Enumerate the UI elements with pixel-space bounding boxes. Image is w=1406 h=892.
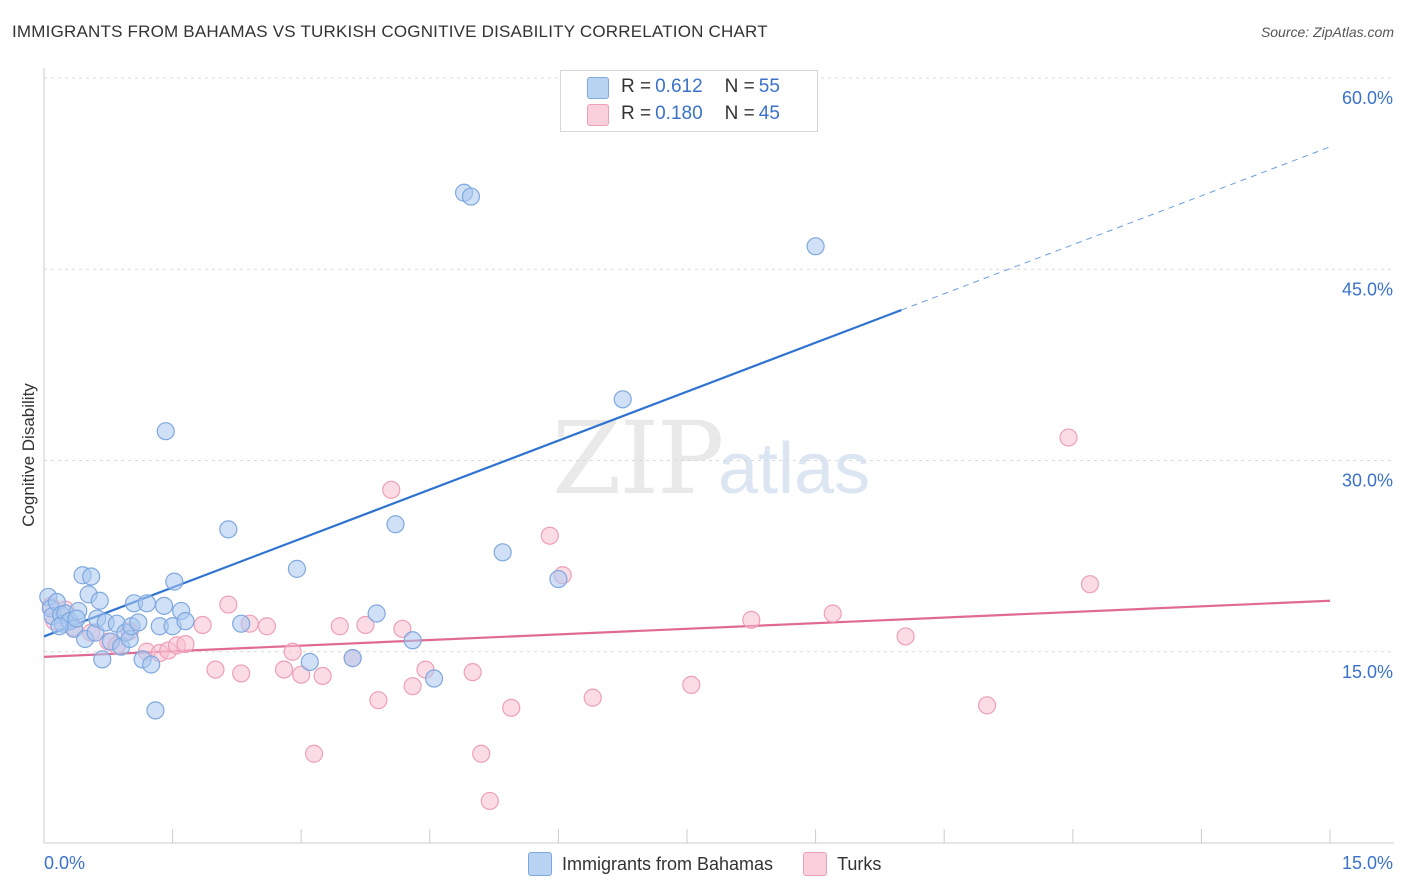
legend-swatch-bahamas: [528, 852, 552, 876]
bahamas-point: [386, 515, 405, 534]
turks-point: [257, 617, 277, 636]
bahamas-point: [156, 422, 175, 441]
bahamas-point: [287, 559, 307, 578]
legend-r-label: R =: [621, 103, 652, 124]
turks-point: [274, 660, 294, 679]
legend-row-turks: R = 0.180 N = 45: [621, 102, 780, 126]
bahamas-point: [219, 520, 238, 539]
y-axis-title: Cognitive Disability: [19, 383, 38, 527]
legend-item-turks[interactable]: Turks: [803, 852, 881, 876]
bahamas-point: [403, 631, 422, 650]
turks-point: [193, 615, 212, 635]
turks-point: [896, 627, 915, 646]
y-tick-label: 60.0%: [1342, 88, 1393, 108]
legend-r-label: R =: [621, 76, 652, 97]
bahamas-point: [232, 614, 251, 633]
bahamas-point: [806, 237, 825, 256]
bahamas-point: [142, 655, 161, 674]
legend-label-turks: Turks: [837, 853, 882, 874]
turks-point: [356, 615, 375, 635]
bahamas-point: [82, 567, 101, 586]
legend-n-label: N =: [724, 103, 755, 124]
turks-point: [480, 791, 499, 811]
turks-point: [540, 526, 559, 545]
bahamas-point: [165, 572, 184, 591]
x-tick-label: 15.0%: [1342, 853, 1393, 873]
legend-row-bahamas: R = 0.612 N = 55: [621, 75, 780, 99]
turks-point: [292, 665, 311, 684]
bahamas-point: [343, 649, 362, 668]
y-tick-label: 45.0%: [1342, 279, 1393, 299]
turks-point: [176, 634, 195, 654]
turks-point: [219, 595, 238, 614]
trend-lines: [43, 146, 1331, 658]
watermark-zip: ZIP: [552, 400, 724, 517]
axis-labels: 15.0% 30.0% 45.0% 60.0% 0.0% 15.0% Cognitive D…: [19, 88, 1393, 873]
legend-r-value: 0.180: [655, 103, 703, 124]
turks-point: [472, 744, 491, 763]
legend-n-value: 45: [758, 103, 780, 124]
turks-point: [502, 698, 521, 717]
turks-point: [1080, 575, 1100, 594]
turks-point: [330, 617, 349, 636]
axes: [43, 68, 1394, 844]
legend-n-label: N =: [724, 76, 755, 97]
bahamas-point: [50, 617, 69, 636]
bahamas-point: [129, 613, 148, 632]
legend-swatch-turks: [803, 852, 828, 876]
legend-label-bahamas: Immigrants from Bahamas: [562, 853, 774, 874]
y-tick-label: 30.0%: [1342, 471, 1393, 491]
legend-swatch-bahamas: [587, 77, 609, 99]
bahamas-point: [176, 612, 195, 631]
bahamas-point: [146, 701, 165, 720]
turks-point: [393, 619, 412, 638]
bahamas-trend-extension: [901, 146, 1331, 311]
turks-point: [463, 663, 482, 682]
stats-legend: R = 0.612 N = 55 R = 0.180 N = 45: [560, 70, 818, 132]
watermark-atlas: atlas: [718, 429, 871, 509]
turks-point: [304, 744, 324, 763]
bahamas-point: [90, 591, 109, 610]
turks-point: [206, 660, 225, 679]
bahamas-point: [424, 669, 444, 688]
turks-trend-line: [43, 599, 1331, 658]
bahamas-point: [154, 596, 174, 615]
turks-point: [742, 610, 761, 629]
turks-point: [283, 642, 302, 661]
turks-point: [369, 691, 388, 710]
bahamas-point: [93, 650, 112, 669]
bahamas-point: [300, 652, 319, 672]
legend-item-bahamas[interactable]: Immigrants from Bahamas: [528, 852, 773, 876]
chart-title: IMMIGRANTS FROM BAHAMAS VS TURKISH COGNI…: [12, 22, 768, 41]
turks-point: [583, 688, 602, 707]
x-tick-label: 0.0%: [44, 853, 85, 873]
turks-point: [1059, 428, 1078, 447]
bahamas-point: [613, 390, 632, 409]
y-tick-label: 15.0%: [1342, 662, 1393, 682]
bahamas-trend-line: [43, 309, 902, 638]
bahamas-point: [137, 594, 156, 613]
bahamas-point: [461, 187, 481, 206]
turks-point: [977, 696, 997, 715]
turks-point: [232, 664, 251, 683]
legend-n-value: 55: [758, 76, 780, 97]
series-legend: Immigrants from Bahamas Turks: [528, 852, 911, 876]
data-points: [39, 183, 1100, 811]
turks-point: [403, 677, 422, 696]
turks-point: [382, 480, 401, 499]
bahamas-point: [549, 569, 568, 589]
bahamas-point: [493, 543, 512, 562]
legend-r-value: 0.612: [655, 76, 703, 97]
bahamas-point: [67, 609, 86, 628]
turks-point: [313, 666, 332, 686]
legend-swatch-turks: [587, 104, 609, 126]
turks-point: [682, 675, 701, 695]
gridlines: [44, 77, 1394, 653]
turks-point: [823, 604, 842, 623]
bahamas-point: [367, 604, 386, 623]
source-label: Source: ZipAtlas.com: [1260, 24, 1394, 40]
